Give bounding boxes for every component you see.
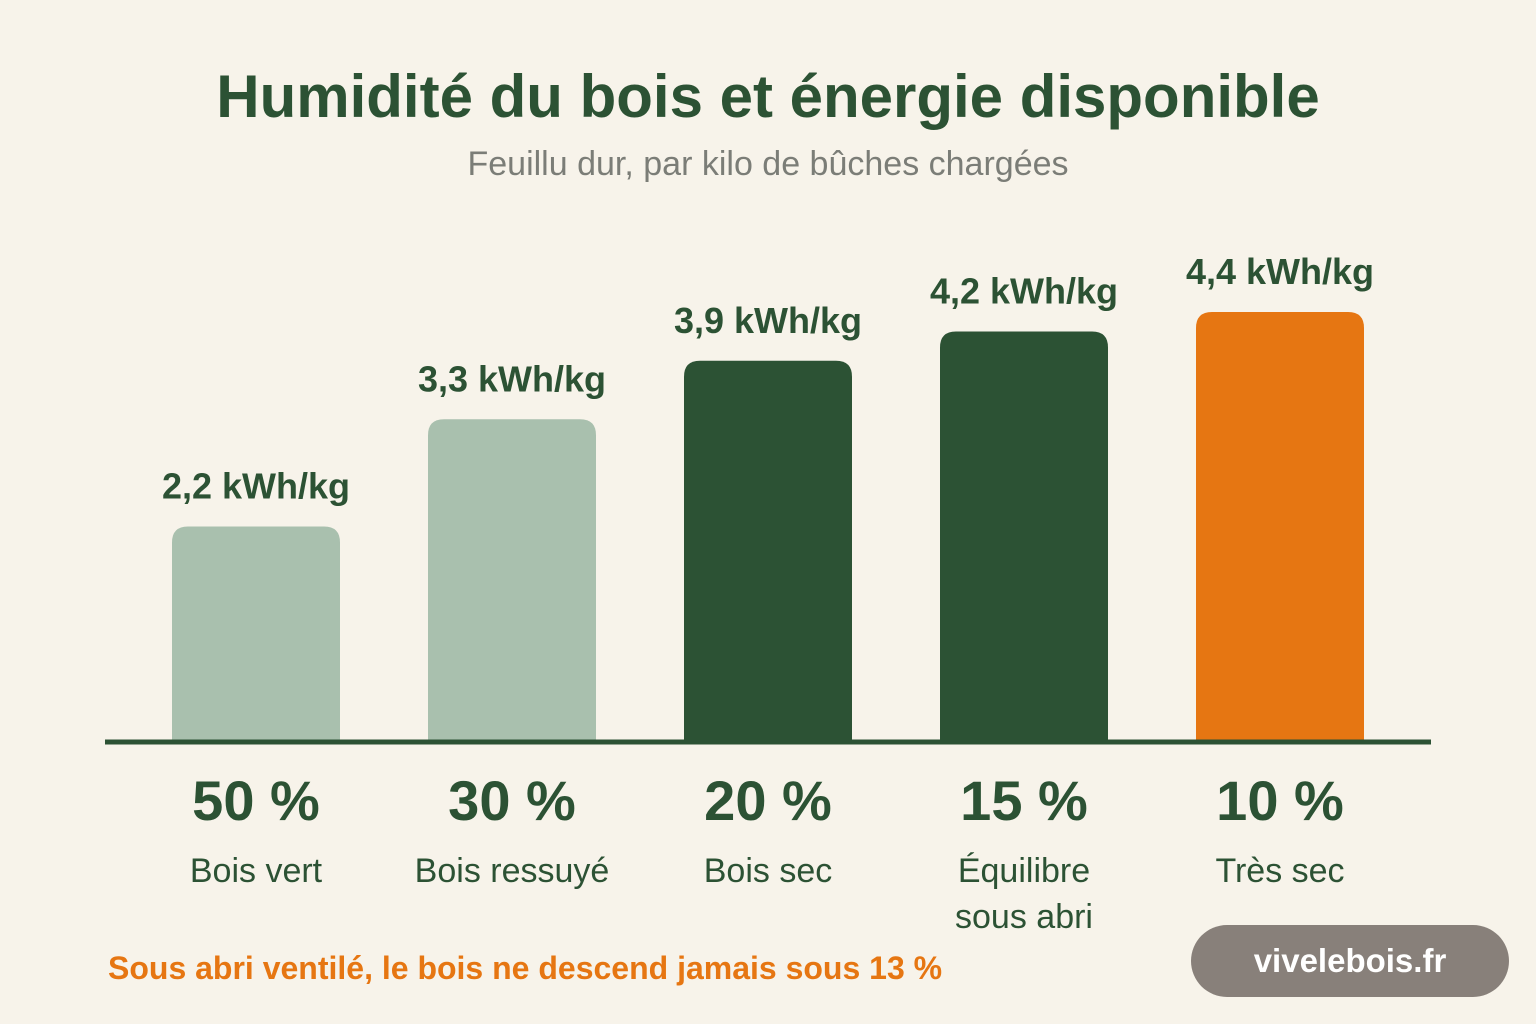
category-description: Bois ressuyé — [415, 852, 610, 890]
category-description: sous abri — [955, 898, 1093, 936]
category-description: Bois vert — [190, 852, 323, 890]
category-description: Équilibre — [958, 852, 1090, 890]
bar — [684, 360, 852, 741]
value-label: 2,2 kWh/kg — [162, 466, 350, 507]
category-label: 15 % — [960, 769, 1088, 832]
bar — [940, 331, 1108, 741]
category-label: 20 % — [704, 769, 832, 832]
category-label: 10 % — [1216, 769, 1344, 832]
value-label: 4,2 kWh/kg — [930, 271, 1118, 312]
bar — [428, 419, 596, 741]
value-label: 3,3 kWh/kg — [418, 358, 606, 399]
category-label: 50 % — [192, 769, 320, 832]
category-description: Très sec — [1215, 852, 1344, 890]
footnote: Sous abri ventilé, le bois ne descend ja… — [108, 950, 943, 986]
category-label: 30 % — [448, 769, 576, 832]
category-description: Bois sec — [704, 852, 833, 890]
brand-label: vivelebois.fr — [1253, 942, 1447, 979]
chart-title: Humidité du bois et énergie disponible — [216, 63, 1320, 130]
value-label: 4,4 kWh/kg — [1186, 251, 1374, 292]
bar — [1196, 312, 1364, 741]
bar — [172, 526, 340, 741]
brand-badge[interactable]: vivelebois.fr — [1191, 925, 1509, 997]
chart-subtitle: Feuillu dur, par kilo de bûches chargées — [467, 145, 1069, 183]
value-label: 3,9 kWh/kg — [674, 300, 862, 341]
